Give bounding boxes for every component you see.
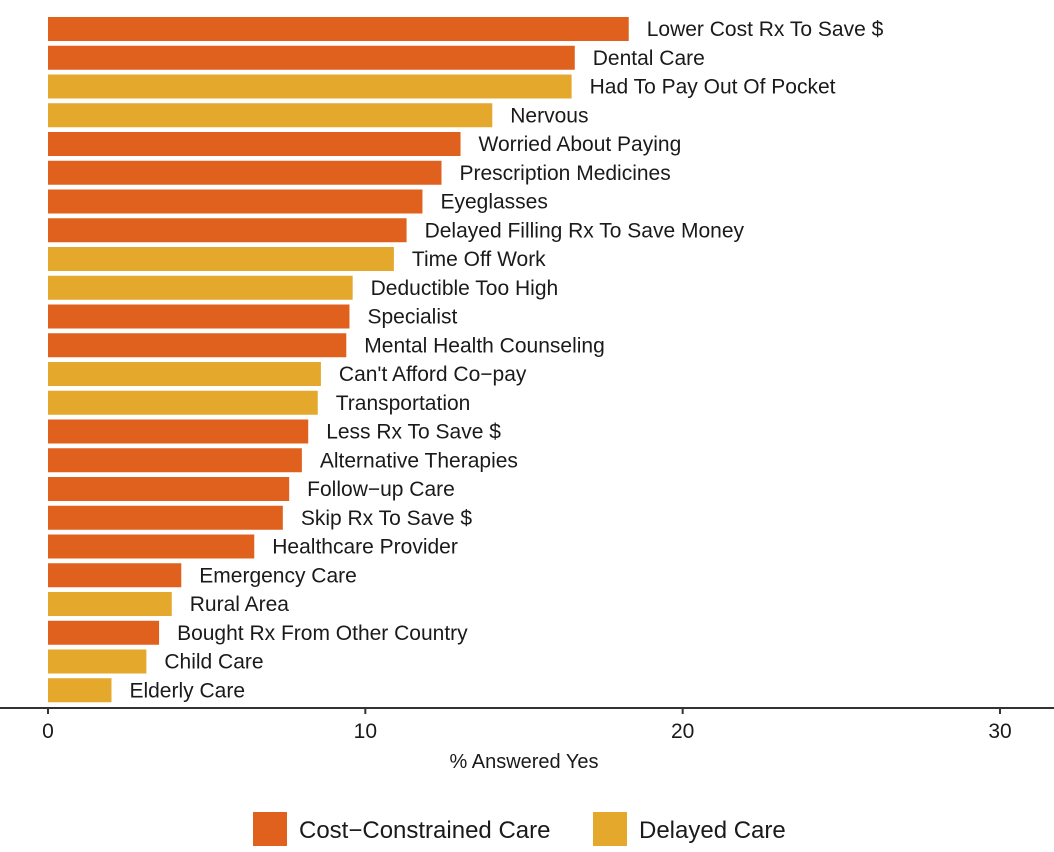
bar: [48, 448, 302, 473]
legend-label: Delayed Care: [639, 817, 786, 844]
bar: [48, 390, 318, 415]
bar-label: Alternative Therapies: [320, 449, 518, 472]
bar-label: Less Rx To Save $: [326, 421, 501, 444]
bar: [48, 333, 347, 358]
bar: [48, 17, 629, 41]
bar-label: Transportation: [336, 392, 471, 415]
bar: [48, 160, 442, 185]
bar: [48, 534, 255, 559]
legend: Cost−Constrained Care Delayed Care: [253, 812, 786, 846]
bar-label: Lower Cost Rx To Save $: [647, 18, 884, 41]
bar: [48, 477, 290, 501]
x-axis-ticks: 0 10 20 30: [42, 708, 1012, 743]
bar-label: Had To Pay Out Of Pocket: [590, 76, 836, 99]
bar: [48, 132, 461, 156]
bar: [48, 505, 283, 530]
bar-label: Prescription Medicines: [459, 162, 670, 185]
bar-label: Dental Care: [593, 47, 705, 70]
x-tick-label: 0: [42, 720, 54, 743]
bar-label: Bought Rx From Other Country: [177, 622, 468, 645]
bar: [48, 362, 321, 386]
bar-label: Elderly Care: [129, 679, 245, 702]
x-axis-title: % Answered Yes: [450, 751, 599, 773]
bar: [48, 189, 423, 214]
bar-label: Time Off Work: [412, 248, 546, 271]
bar: [48, 304, 350, 329]
legend-swatch: [253, 812, 287, 846]
bars-layer: [48, 17, 629, 703]
bar: [48, 563, 182, 588]
bar: [48, 649, 147, 674]
bar-label: Worried About Paying: [479, 133, 682, 156]
x-tick-label: 20: [671, 720, 694, 743]
bar-label: Rural Area: [190, 593, 290, 616]
bar: [48, 620, 160, 645]
bar: [48, 74, 572, 99]
bar: [48, 247, 394, 271]
bar: [48, 275, 353, 300]
bar-labels-layer: Lower Cost Rx To Save $ Dental Care Had To…: [129, 18, 883, 702]
bar-label: Emergency Care: [199, 564, 357, 587]
bar: [48, 592, 172, 616]
bar-label: Follow−up Care: [307, 478, 455, 501]
legend-label: Cost−Constrained Care: [299, 817, 550, 844]
bar-label: Nervous: [510, 104, 588, 127]
bar-label: Child Care: [164, 651, 263, 674]
x-tick-label: 30: [988, 720, 1011, 743]
bar: [48, 419, 309, 444]
bar-label: Eyeglasses: [440, 191, 547, 214]
bar-label: Can't Afford Co−pay: [339, 363, 527, 386]
bar-label: Skip Rx To Save $: [301, 507, 473, 530]
legend-swatch: [593, 812, 627, 846]
bar-label: Deductible Too High: [371, 277, 559, 300]
bar: [48, 218, 407, 243]
bar-label: Specialist: [367, 306, 457, 329]
bar: [48, 678, 112, 703]
bar-label: Healthcare Provider: [272, 536, 458, 559]
bar-label: Mental Health Counseling: [364, 334, 604, 357]
bar: [48, 103, 493, 128]
x-tick-label: 10: [354, 720, 377, 743]
bar-label: Delayed Filling Rx To Save Money: [425, 219, 745, 242]
bar: [48, 45, 575, 70]
